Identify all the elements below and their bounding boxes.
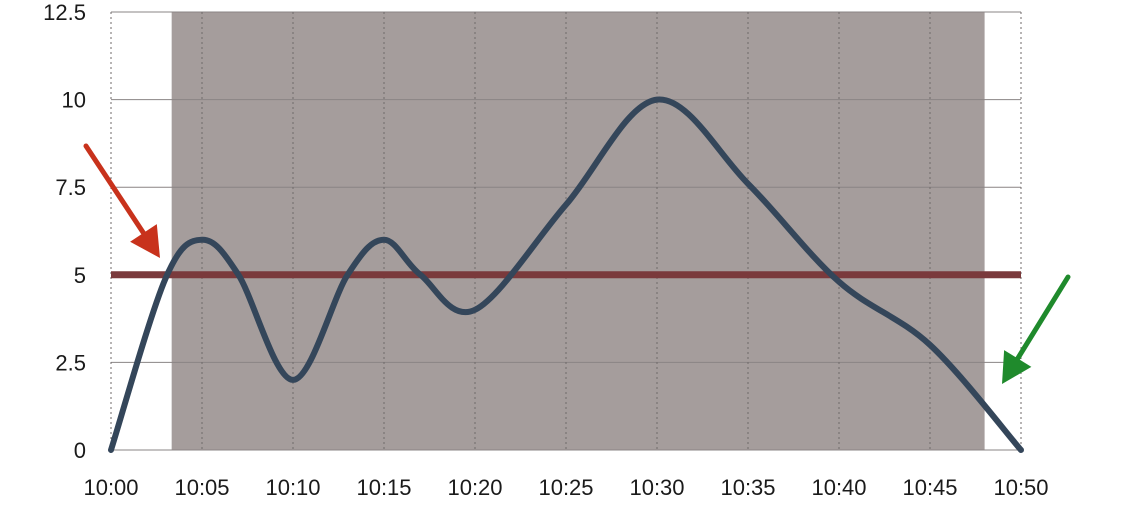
x-tick-label: 10:45	[902, 475, 957, 500]
y-tick-labels: 0 2.5 5 7.5 10 12.5	[43, 0, 86, 463]
red-arrow-icon	[83, 143, 160, 258]
x-tick-labels: 10:00 10:05 10:10 10:15 10:20 10:25 10:30 10:35…	[83, 475, 1048, 500]
x-tick-label: 10:40	[811, 475, 866, 500]
y-tick-label: 2.5	[55, 350, 86, 375]
x-tick-label: 10:25	[538, 475, 593, 500]
x-tick-label: 10:10	[265, 475, 320, 500]
series-line	[108, 96, 1024, 453]
shaded-region-group	[171, 12, 985, 450]
shaded-region	[171, 12, 985, 450]
y-tick-label: 0	[74, 438, 86, 463]
y-tick-label: 7.5	[55, 175, 86, 200]
x-tick-label: 10:00	[83, 475, 138, 500]
y-tick-label: 12.5	[43, 0, 86, 25]
x-tick-label: 10:50	[993, 475, 1048, 500]
x-tick-label: 10:15	[356, 475, 411, 500]
y-tick-label: 5	[74, 263, 86, 288]
y-tick-label: 10	[62, 88, 86, 113]
series-group	[108, 96, 1024, 453]
green-arrow-icon	[1002, 274, 1071, 384]
x-tick-label: 10:05	[174, 475, 229, 500]
x-tick-label: 10:20	[447, 475, 502, 500]
x-tick-label: 10:35	[720, 475, 775, 500]
annotations-group	[83, 143, 1071, 384]
x-tick-label: 10:30	[629, 475, 684, 500]
